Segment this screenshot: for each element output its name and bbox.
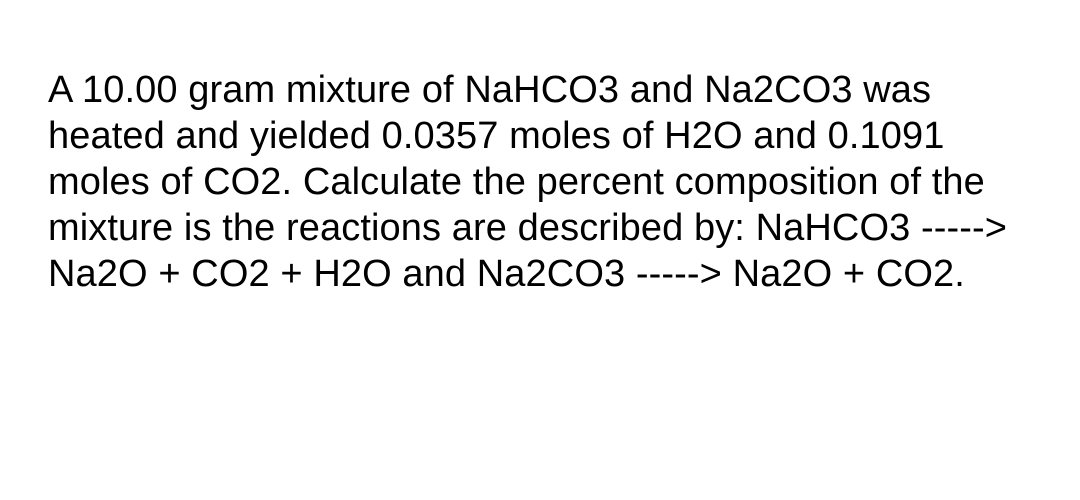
- chemistry-problem-text: A 10.00 gram mixture of NaHCO3 and Na2CO…: [48, 68, 1032, 298]
- document-page: A 10.00 gram mixture of NaHCO3 and Na2CO…: [0, 0, 1080, 500]
